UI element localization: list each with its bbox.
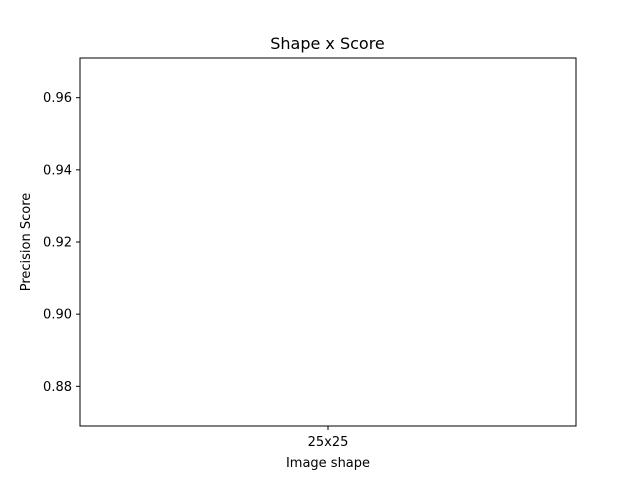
x-axis-label: Image shape	[286, 456, 370, 471]
chart-title: Shape x Score	[270, 34, 385, 53]
y-tick-label: 0.94	[43, 163, 72, 178]
y-tick-label: 0.92	[43, 236, 72, 251]
y-axis-label: Precision Score	[19, 193, 34, 292]
y-tick-label: 0.96	[43, 91, 72, 106]
plot-area-frame	[79, 57, 577, 427]
x-tick-label: 25x25	[308, 435, 349, 450]
y-tick-label: 0.88	[43, 380, 72, 395]
y-tick-label: 0.90	[43, 308, 72, 323]
y-axis-ticks: 0.88 0.90 0.92 0.94 0.96	[43, 91, 80, 395]
x-axis-ticks: 25x25	[308, 426, 349, 450]
